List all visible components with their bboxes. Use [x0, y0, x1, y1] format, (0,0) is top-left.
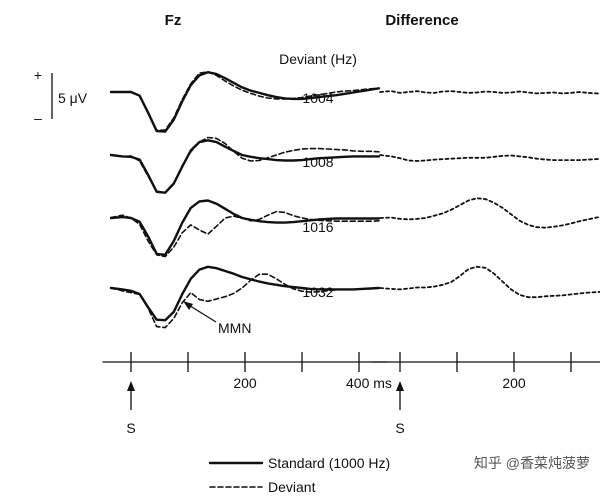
- legend-standard-label: Standard (1000 Hz): [268, 455, 390, 471]
- standard-trace-1004: [109, 70, 381, 133]
- deviant-trace-1008: [110, 136, 380, 194]
- row-label-1016: 1016: [302, 219, 333, 235]
- fz-panel-title: Fz: [165, 12, 182, 29]
- standard-trace-1032: [109, 265, 381, 322]
- difference-trace-1032: [379, 265, 600, 299]
- scale-value-label: 5 μV: [58, 90, 88, 106]
- fz-stimulus-label: S: [126, 420, 135, 436]
- scale-minus-sign: –: [34, 110, 42, 126]
- difference-trace-1004: [379, 90, 600, 95]
- difference-stimulus-label: S: [395, 420, 404, 436]
- difference-stimulus-arrowhead: [396, 381, 404, 391]
- deviant-trace-1016: [110, 210, 380, 258]
- difference-trace-1016: [379, 197, 600, 229]
- mmn-label: MMN: [218, 320, 251, 336]
- row-label-1008: 1008: [302, 154, 333, 170]
- legend-deviant-label: Deviant: [268, 479, 316, 495]
- fz-stimulus-arrowhead: [127, 381, 135, 391]
- deviant-trace-1004: [110, 71, 380, 131]
- mmn-arrow-shaft: [186, 303, 217, 323]
- fz-tick-label-400: 400 ms: [346, 375, 392, 391]
- watermark: 知乎 @香菜炖菠萝: [474, 455, 590, 471]
- difference-trace-1008: [379, 154, 600, 162]
- deviant-trace-1032: [110, 273, 380, 329]
- difference-panel-title: Difference: [385, 12, 458, 29]
- mmn-arrowhead: [183, 301, 193, 310]
- standard-trace-1008: [109, 139, 381, 194]
- deviant-header: Deviant (Hz): [279, 51, 357, 67]
- fz-tick-label-200: 200: [233, 375, 257, 391]
- difference-tick-label-200: 200: [502, 375, 526, 391]
- scale-plus-sign: +: [34, 67, 42, 83]
